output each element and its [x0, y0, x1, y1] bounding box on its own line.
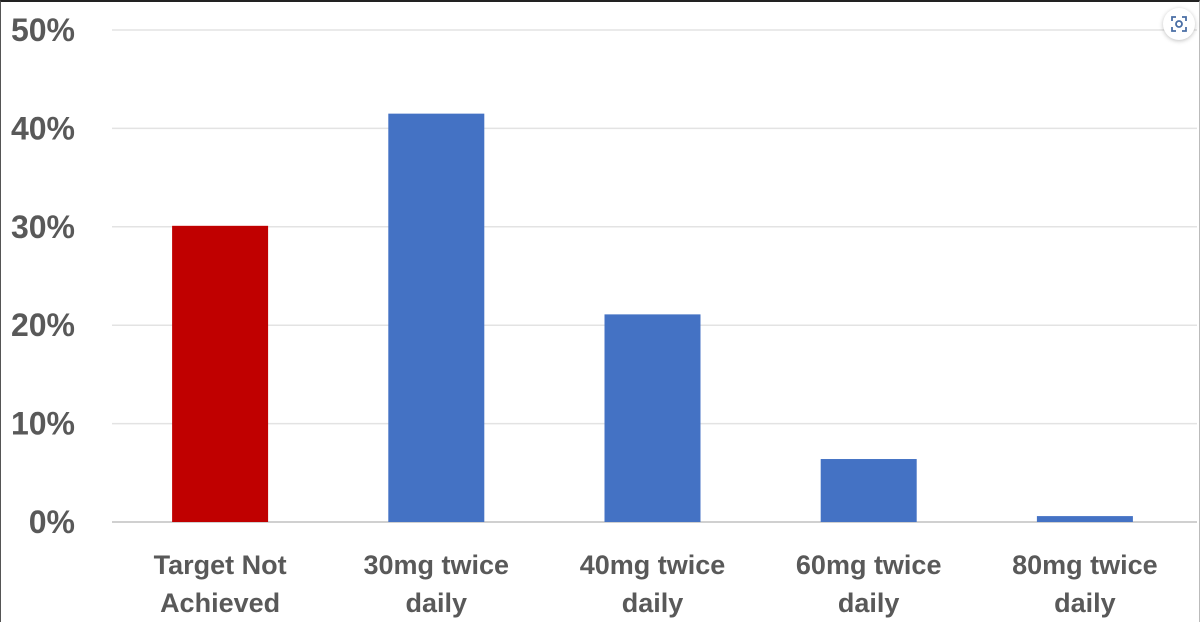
x-category-label: 60mg twice daily — [796, 550, 942, 618]
x-category-label: Target Not Achieved — [154, 550, 287, 618]
y-tick-label: 20% — [11, 307, 75, 343]
y-tick-label: 40% — [11, 110, 75, 146]
bar — [1036, 516, 1133, 522]
y-axis-tick-labels: 0% 10% 20% 30% 40% 50% — [11, 12, 75, 540]
bar — [388, 113, 485, 522]
y-tick-label: 0% — [29, 504, 75, 540]
y-tick-label: 10% — [11, 406, 75, 442]
expand-button[interactable] — [1163, 8, 1195, 40]
x-category-label: 30mg twice daily — [364, 550, 510, 618]
bar — [172, 225, 269, 523]
x-category-label: 80mg twice daily — [1012, 550, 1158, 618]
bar — [820, 459, 917, 522]
x-category-label: 40mg twice daily — [580, 550, 726, 618]
bars — [172, 113, 1133, 523]
focus-expand-icon — [1171, 16, 1187, 32]
y-tick-label: 30% — [11, 209, 75, 245]
x-axis-category-labels: Target Not Achieved 30mg twice daily 40mg tw… — [154, 550, 1158, 618]
y-tick-label: 50% — [11, 12, 75, 48]
bar — [604, 314, 701, 522]
